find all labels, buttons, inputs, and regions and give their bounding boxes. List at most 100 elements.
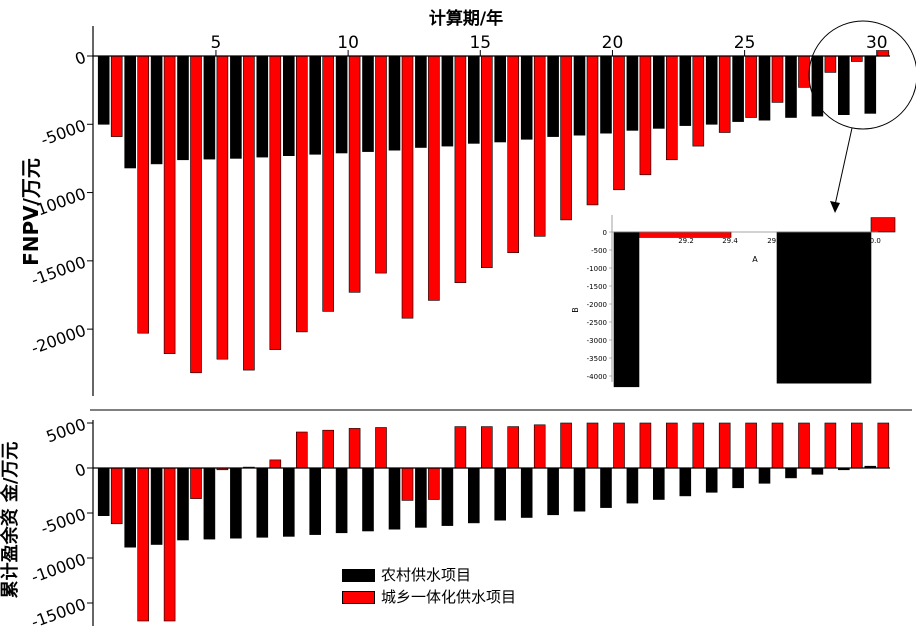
legend-label-rural: 农村供水项目	[381, 566, 472, 584]
inset-x-tick-label-3: 30.0	[865, 237, 881, 245]
bottom-bar-rural-15	[467, 467, 480, 524]
inset-y-tick-label--3000: -3000	[587, 337, 607, 345]
top-bar-rural-29	[837, 55, 850, 116]
top-bar-urban-rural-24	[718, 55, 731, 133]
legend: 农村供水项目 城乡一体化供水项目	[342, 564, 516, 608]
bottom-bar-urban-rural-23	[692, 422, 705, 469]
inset-bar-urban-rural-30	[870, 217, 896, 233]
bottom-y-axis-title: 累计盈余资 金/万元	[0, 442, 21, 599]
zoom-circle	[808, 20, 916, 130]
top-bar-rural-11	[362, 55, 374, 152]
top-bar-rural-26	[758, 55, 771, 121]
top-bar-rural-1	[97, 55, 110, 125]
bottom-bar-urban-rural-2	[137, 467, 149, 622]
top-bar-rural-2	[124, 55, 136, 169]
bottom-bar-rural-8	[282, 467, 295, 537]
inset-y-tick-label--1500: -1500	[587, 283, 607, 291]
fnpv-chart: 计算期/年 FNPV/万元 5 10 15 20 25 30 0 -5000 -1000 0 -15…	[19, 8, 890, 396]
top-bar-rural-20	[600, 55, 612, 134]
bottom-bar-urban-rural-25	[745, 422, 757, 469]
bottom-bar-urban-rural-12	[401, 467, 414, 501]
bottom-bar-urban-rural-28	[824, 422, 837, 469]
inset-y-axis-title: B	[571, 307, 580, 313]
legend-item-urban-rural: 城乡一体化供水项目	[342, 586, 516, 608]
top-bar-urban-rural-1	[110, 55, 123, 137]
inset-bar-rural-29	[613, 231, 640, 388]
top-x-tick-label-20: 20	[602, 33, 624, 53]
zoom-arrow-head	[830, 201, 840, 213]
bottom-bar-rural-3	[150, 467, 163, 545]
inset-y-tick-label--500: -500	[591, 247, 607, 255]
bottom-bar-rural-23	[679, 467, 692, 497]
bottom-bar-urban-rural-20	[613, 422, 625, 469]
top-bar-rural-19	[573, 55, 586, 136]
zoom-arrow-line	[834, 127, 853, 206]
bottom-bar-rural-10	[335, 467, 348, 534]
legend-swatch-rural	[342, 568, 375, 582]
bottom-bar-rural-16	[494, 467, 507, 521]
bottom-bar-rural-11	[362, 467, 374, 532]
inset-y-tick-label--3500: -3500	[587, 355, 607, 363]
inset-y-tick-label--2000: -2000	[587, 301, 607, 309]
bottom-bar-urban-rural-17	[533, 424, 546, 469]
bottom-bar-urban-rural-27	[798, 422, 810, 469]
bottom-bar-rural-1	[97, 467, 110, 517]
bottom-y-tick-label-5000: 5000	[44, 415, 89, 447]
top-bar-rural-13	[415, 55, 427, 148]
top-bar-urban-rural-18	[560, 55, 572, 221]
bottom-y-tick-label--15000: -15000	[29, 595, 89, 630]
top-bar-urban-rural-3	[163, 55, 176, 355]
top-y-axis-title: FNPV/万元	[19, 158, 43, 266]
bottom-bar-rural-12	[388, 467, 401, 530]
top-bar-urban-rural-2	[137, 55, 149, 334]
inset-x-tick-label-0: 29.2	[678, 237, 694, 245]
bottom-bar-urban-rural-18	[560, 422, 572, 469]
bottom-bar-rural-25	[732, 467, 744, 489]
top-bar-rural-8	[282, 55, 295, 156]
top-bar-rural-4	[177, 55, 189, 161]
bottom-bar-rural-14	[441, 467, 454, 526]
top-bar-urban-rural-14	[454, 55, 467, 283]
top-bar-rural-15	[467, 55, 480, 144]
bottom-y-tick-label-0: 0	[72, 460, 88, 481]
bottom-bar-urban-rural-9	[322, 429, 335, 469]
top-bar-urban-rural-19	[586, 55, 599, 206]
top-bar-rural-30	[864, 55, 877, 114]
top-bar-rural-6	[230, 55, 242, 159]
top-bar-urban-rural-9	[322, 55, 335, 312]
bottom-bar-rural-7	[256, 467, 269, 538]
bottom-bar-rural-21	[626, 467, 639, 504]
top-bar-rural-3	[150, 55, 163, 165]
top-bar-rural-24	[705, 55, 718, 125]
bottom-bar-rural-9	[309, 467, 322, 535]
top-x-tick-label-10: 10	[337, 33, 359, 53]
top-bar-rural-10	[335, 55, 348, 154]
top-bar-urban-rural-26	[771, 55, 784, 103]
top-x-tick-label-30: 30	[866, 33, 888, 53]
top-bar-rural-9	[309, 55, 322, 155]
top-bar-urban-rural-16	[507, 55, 520, 253]
top-bar-rural-17	[520, 55, 533, 140]
top-bar-rural-16	[494, 55, 507, 143]
top-bar-urban-rural-21	[639, 55, 652, 176]
top-y-tick-label--20000: -20000	[29, 321, 89, 358]
inset-x-tick-label-1: 29.4	[722, 237, 738, 245]
bottom-bar-rural-20	[600, 467, 612, 508]
top-bar-urban-rural-27	[798, 55, 810, 88]
bottom-y-tick-label--10000: -10000	[29, 550, 89, 587]
bottom-bar-urban-rural-22	[665, 422, 678, 469]
bottom-bar-rural-24	[705, 467, 718, 493]
top-bar-rural-7	[256, 55, 269, 158]
bottom-bar-rural-26	[758, 467, 771, 484]
inset-y-tick-label--2500: -2500	[587, 319, 607, 327]
top-y-tick-label-0: 0	[72, 48, 88, 69]
bottom-bar-urban-rural-14	[454, 426, 467, 469]
bottom-bar-rural-18	[547, 467, 559, 516]
inset-x-axis-title: A	[752, 255, 758, 264]
inset-y-tick-label--4000: -4000	[587, 373, 607, 381]
top-bar-urban-rural-22	[665, 55, 678, 161]
top-bar-urban-rural-6	[243, 55, 255, 371]
bottom-bar-urban-rural-11	[375, 427, 387, 469]
inset-bar-rural-30	[776, 231, 872, 384]
top-bar-urban-rural-29	[850, 55, 863, 62]
